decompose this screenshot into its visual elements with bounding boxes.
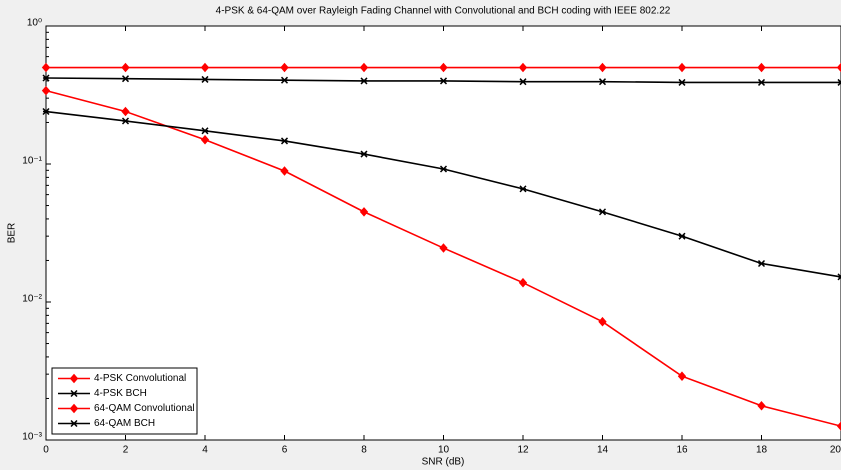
marker (360, 150, 368, 158)
marker (201, 127, 209, 135)
marker (439, 77, 448, 85)
marker (201, 75, 209, 83)
marker (518, 277, 528, 288)
y-tick-label: 10⁻³ (22, 432, 42, 443)
legend-label: 64-QAM Convolutional (94, 403, 195, 414)
marker (439, 243, 448, 253)
marker (677, 62, 687, 73)
marker (69, 403, 79, 414)
y-tick-label: 10⁻² (22, 294, 42, 305)
marker (598, 62, 607, 73)
legend-label: 4-PSK BCH (94, 388, 147, 399)
marker (121, 106, 130, 117)
marker (598, 316, 607, 327)
marker (836, 421, 841, 431)
y-axis-label: BER (7, 223, 18, 244)
marker (359, 62, 369, 73)
marker (41, 62, 51, 73)
x-tick-label: 16 (676, 445, 688, 456)
marker (757, 78, 766, 86)
marker (42, 108, 50, 116)
marker (121, 62, 130, 73)
legend-label: 64-QAM BCH (94, 418, 155, 429)
y-tick-label: 10⁰ (27, 18, 42, 29)
marker (70, 389, 78, 398)
x-tick-label: 10 (438, 445, 450, 456)
marker (598, 78, 607, 86)
marker (69, 373, 79, 384)
x-tick-label: 12 (517, 445, 529, 456)
marker (439, 165, 448, 173)
marker (121, 117, 130, 125)
chart-title: 4-PSK & 64-QAM over Rayleigh Fading Chan… (216, 6, 671, 17)
marker (678, 78, 686, 86)
marker (677, 371, 687, 381)
marker (519, 185, 527, 193)
marker (70, 419, 78, 428)
marker (757, 62, 766, 73)
x-axis-label: SNR (dB) (422, 457, 465, 468)
legend-label: 4-PSK Convolutional (94, 373, 186, 384)
marker (678, 232, 686, 240)
x-tick-label: 0 (43, 445, 49, 456)
marker (837, 273, 841, 281)
marker (280, 76, 289, 84)
x-tick-label: 20 (830, 445, 841, 456)
marker (280, 62, 289, 73)
marker (598, 208, 607, 216)
marker (200, 134, 210, 145)
x-tick-label: 8 (361, 445, 367, 456)
x-tick-label: 2 (123, 445, 129, 456)
x-tick-label: 14 (597, 445, 609, 456)
marker (121, 75, 130, 83)
x-tick-label: 6 (282, 445, 288, 456)
marker (757, 401, 766, 411)
marker (200, 62, 210, 73)
marker (359, 207, 369, 217)
marker (280, 137, 289, 145)
x-tick-label: 18 (756, 445, 768, 456)
marker (41, 85, 51, 96)
marker (439, 62, 448, 73)
y-tick-label: 10⁻¹ (22, 156, 42, 167)
x-tick-label: 4 (202, 445, 208, 456)
marker (757, 260, 766, 268)
marker (836, 62, 841, 73)
marker (518, 62, 528, 73)
marker (360, 77, 368, 85)
marker (837, 78, 841, 86)
marker (519, 78, 527, 86)
marker (42, 74, 50, 82)
marker (280, 166, 289, 176)
